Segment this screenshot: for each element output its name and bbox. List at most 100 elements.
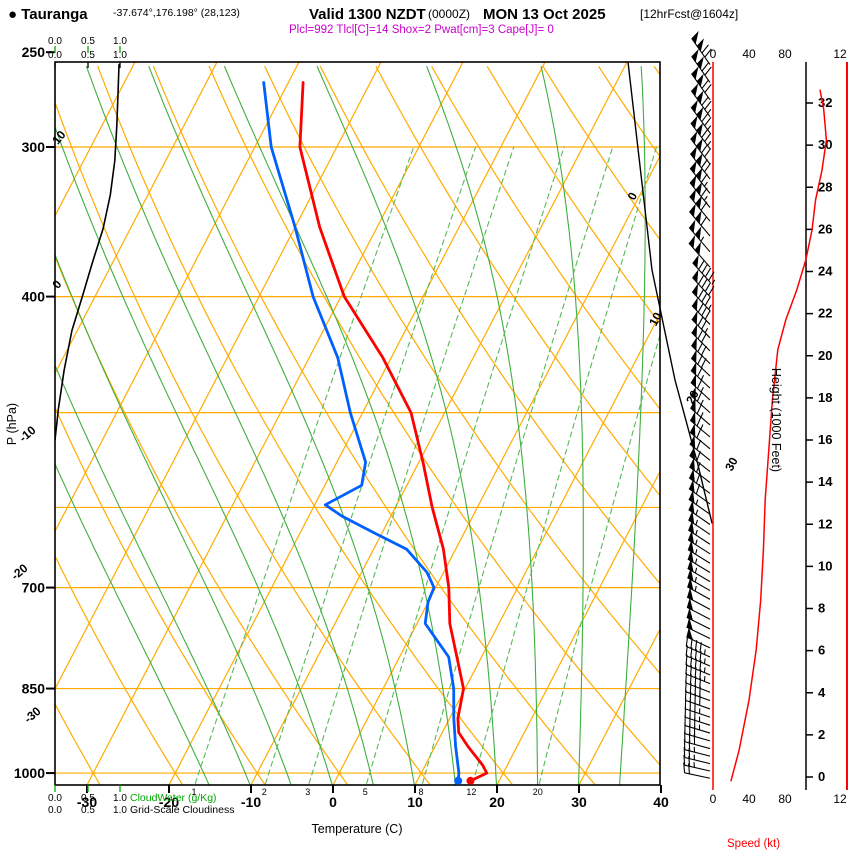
svg-text:1.0: 1.0 (113, 36, 127, 47)
svg-text:0.0: 0.0 (48, 36, 62, 47)
svg-text:-30: -30 (21, 704, 44, 726)
temperature-profile-line (298, 81, 489, 783)
svg-text:0.5: 0.5 (81, 805, 95, 816)
svg-text:40: 40 (742, 47, 756, 61)
reference-line (627, 61, 713, 524)
svg-text:32: 32 (818, 95, 832, 110)
dewpoint-profile-line (262, 81, 461, 783)
svg-text:1.0: 1.0 (113, 793, 127, 804)
pressure-gridlines (55, 146, 660, 774)
svg-text:18: 18 (818, 390, 832, 405)
svg-text:6: 6 (818, 643, 825, 658)
svg-text:1.0: 1.0 (113, 50, 127, 61)
svg-text:20: 20 (533, 787, 543, 797)
height-axis-title: Height (1000 Feet) (769, 368, 783, 472)
svg-text:0.0: 0.0 (48, 50, 62, 61)
valid-date: MON 13 Oct 2025 (483, 6, 606, 23)
svg-text:80: 80 (778, 792, 792, 806)
speed-profile-line (730, 89, 828, 782)
pressure-axis-title: P (hPa) (5, 403, 19, 445)
cloudiness-profile-line (55, 63, 120, 441)
svg-text:30: 30 (722, 455, 741, 474)
svg-text:1000: 1000 (14, 765, 45, 781)
svg-text:0.5: 0.5 (81, 36, 95, 47)
svg-text:10: 10 (646, 310, 665, 329)
svg-text:850: 850 (22, 681, 46, 697)
svg-text:40: 40 (742, 792, 756, 806)
svg-text:40: 40 (653, 794, 669, 810)
svg-text:0.0: 0.0 (48, 793, 62, 804)
temperature-axis-title: Temperature (C) (312, 822, 403, 836)
svg-text:0: 0 (710, 47, 717, 61)
surface-dewpoint-dot (454, 776, 463, 785)
svg-text:14: 14 (818, 474, 833, 489)
moist-adiabats (55, 66, 646, 785)
svg-text:400: 400 (22, 289, 46, 305)
valid-z-time: (0000Z) (428, 7, 470, 21)
cloudwater-label: CloudWater (g/Kg) (130, 792, 217, 804)
svg-text:0.5: 0.5 (81, 793, 95, 804)
svg-text:22: 22 (818, 306, 832, 321)
svg-text:-30: -30 (77, 794, 97, 810)
valid-time: Valid 1300 NZDT (309, 6, 426, 23)
svg-text:24: 24 (818, 264, 833, 279)
svg-text:16: 16 (818, 432, 832, 447)
svg-text:250: 250 (22, 44, 46, 60)
pressure-axis: 250 300 400 700 850 1000 (14, 44, 55, 781)
cloud-scales: 0.00.00.00.00.50.50.50.51.01.01.01.0 (48, 36, 127, 816)
wind-barbs (683, 30, 716, 779)
svg-text:10: 10 (407, 794, 423, 810)
svg-text:-20: -20 (159, 794, 179, 810)
temperature-axis: -30 -20 -10 0 10 20 30 40 (77, 785, 669, 810)
mixing-ratio-labels: 1 2 3 5 8 12 20 (191, 787, 542, 797)
chart-render-layer: 1235812200102030-10-20-30100250300400700… (8, 30, 848, 816)
svg-text:2: 2 (818, 727, 825, 742)
plot-frame (54, 61, 661, 786)
svg-text:0: 0 (49, 277, 64, 291)
svg-text:28: 28 (818, 179, 832, 194)
svg-text:-10: -10 (241, 794, 261, 810)
isotherm-grid (55, 62, 660, 785)
forecast-tag: [12hrFcst@1604z] (640, 7, 738, 21)
cloudiness-label: Grid-Scale Cloudiness (130, 804, 234, 816)
mixing-ratio-lines (194, 146, 660, 784)
svg-text:2: 2 (262, 787, 267, 797)
params-line: Plcl=992 Tlcl[C]=14 Shox=2 Pwat[cm]=3 Ca… (289, 24, 554, 36)
svg-text:0: 0 (710, 792, 717, 806)
svg-text:0.0: 0.0 (48, 805, 62, 816)
svg-text:0.5: 0.5 (81, 50, 95, 61)
svg-text:5: 5 (363, 787, 368, 797)
svg-text:4: 4 (818, 685, 826, 700)
svg-text:8: 8 (818, 601, 825, 616)
svg-text:80: 80 (778, 47, 792, 61)
station-title: ● Tauranga (8, 6, 88, 23)
svg-text:0: 0 (329, 794, 337, 810)
svg-text:-10: -10 (16, 423, 39, 445)
station-coords: -37.674°,176.198° (28,123) (113, 7, 240, 19)
svg-text:700: 700 (22, 580, 46, 596)
svg-text:26: 26 (818, 221, 832, 236)
svg-text:8: 8 (419, 787, 424, 797)
svg-text:12: 12 (818, 516, 832, 531)
svg-text:20: 20 (818, 348, 832, 363)
speed-axis-title: Speed (kt) (727, 838, 780, 850)
dry-adiabats (55, 65, 660, 785)
svg-text:3: 3 (305, 787, 310, 797)
svg-text:10: 10 (818, 558, 832, 573)
svg-text:0: 0 (625, 190, 641, 203)
svg-text:12: 12 (833, 47, 847, 61)
svg-text:30: 30 (571, 794, 587, 810)
svg-text:20: 20 (489, 794, 505, 810)
svg-text:0: 0 (818, 769, 825, 784)
svg-text:300: 300 (22, 139, 46, 155)
svg-text:12: 12 (833, 792, 847, 806)
svg-text:1.0: 1.0 (113, 805, 127, 816)
surface-temp-dot (466, 776, 475, 785)
svg-text:12: 12 (466, 787, 476, 797)
svg-text:1: 1 (191, 787, 196, 797)
